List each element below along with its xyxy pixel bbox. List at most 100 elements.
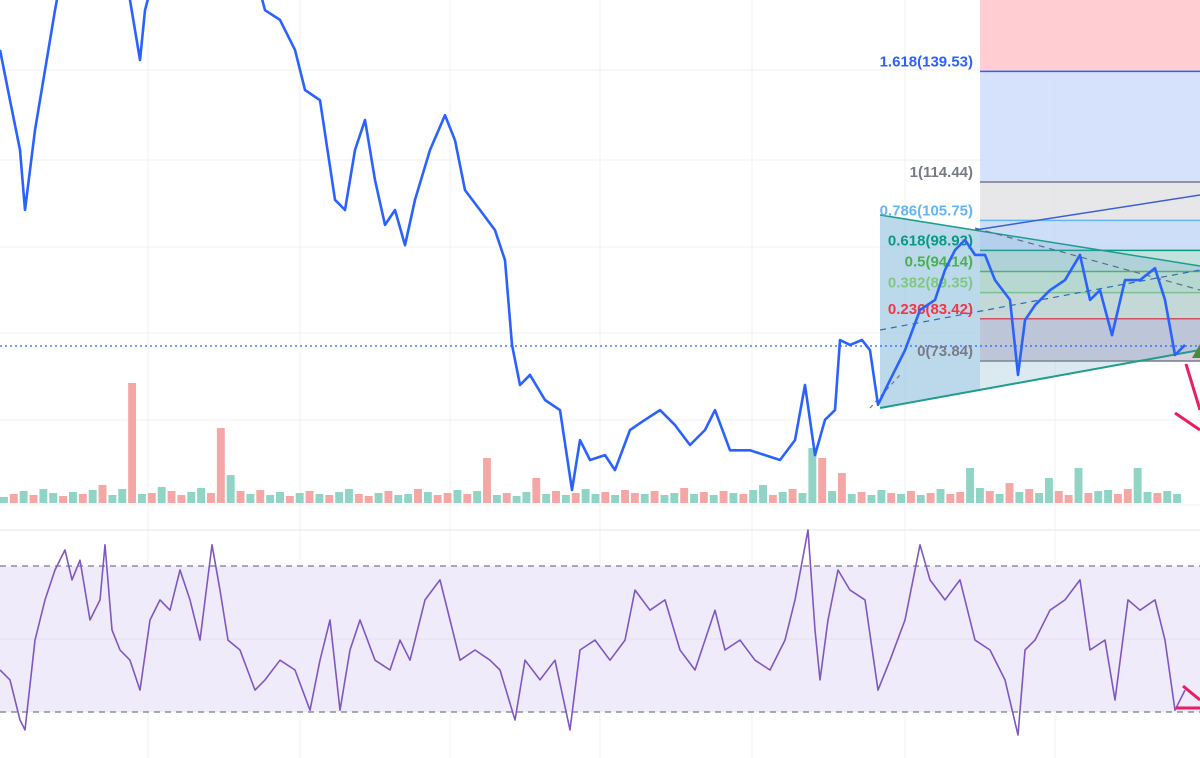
volume-bar (295, 493, 304, 503)
rsi-line (0, 529, 1186, 736)
volume-bar (147, 493, 156, 503)
volume-bar (739, 494, 748, 503)
volume-bar (768, 495, 777, 503)
volume-bar (897, 494, 905, 503)
volume-bar (197, 488, 206, 503)
volume-bar (640, 494, 649, 503)
fib-level-label: 1(114.44) (910, 164, 973, 181)
down-arrow-line (1184, 363, 1200, 411)
volume-bar (621, 490, 629, 503)
volume-bar (1025, 489, 1034, 503)
volume-bar (98, 485, 107, 503)
volume-bar (374, 493, 383, 503)
price-line (0, 0, 1186, 492)
volume-bar (502, 493, 511, 503)
fib-level-label: 0.236(83.42) (888, 301, 973, 318)
volume-bar (423, 492, 432, 503)
volume-bar (966, 468, 975, 503)
volume-bar (118, 489, 127, 503)
volume-bar (492, 495, 501, 503)
inner-dashed-line[interactable] (974, 227, 1200, 291)
volume-bar (1123, 489, 1132, 503)
pattern-fill (880, 215, 980, 408)
fib-level-label: 0.382(89.35) (888, 275, 973, 292)
price-series (0, 0, 1186, 492)
fibonacci-extension[interactable] (980, 0, 1200, 362)
arrow-head (1174, 411, 1200, 432)
volume-bar (384, 491, 393, 503)
volume-bar (187, 492, 196, 503)
volume-bar (837, 473, 846, 503)
volume-bar (207, 493, 215, 503)
fib-level-label: 1.618(139.53) (880, 53, 973, 70)
volume-bar (315, 494, 324, 503)
volume-bar (276, 492, 284, 503)
volume-bar (916, 495, 925, 503)
volume-bar (1064, 495, 1073, 503)
volume-bar (759, 485, 767, 503)
volume-bar (699, 492, 708, 503)
volume-bar (719, 491, 728, 503)
volume-bar (808, 448, 817, 503)
volume-bar (305, 491, 314, 503)
volume-bar (177, 495, 186, 503)
volume-bar (788, 489, 797, 503)
volume-bar (867, 495, 876, 503)
lower-trendline[interactable] (879, 349, 1200, 409)
volume-bar (936, 489, 945, 503)
arrow-drawing[interactable] (1174, 344, 1200, 710)
volume-bar (877, 490, 886, 503)
volume-bar (1084, 493, 1093, 503)
volume-bar (483, 458, 491, 503)
volume-bar (906, 491, 915, 503)
volume-bars (0, 383, 1182, 503)
fib-zone (980, 182, 1200, 221)
volume-bar (690, 494, 698, 503)
volume-bar (78, 494, 87, 503)
volume-bar (1113, 494, 1122, 503)
volume-bar (650, 491, 659, 503)
volume-bar (157, 487, 166, 503)
volume-bar (571, 493, 580, 503)
volume-bar (512, 496, 521, 503)
volume-bar (1143, 492, 1152, 503)
volume-bar (463, 494, 472, 503)
volume-bar (59, 496, 68, 503)
volume-bar (285, 496, 294, 503)
volume-bar (49, 493, 58, 503)
volume-bar (108, 495, 117, 503)
volume-bar (226, 475, 235, 503)
volume-bar (1005, 483, 1014, 503)
volume-bar (453, 490, 462, 503)
pattern-fill-right (980, 231, 1200, 391)
volume-bar (236, 491, 245, 503)
volume-bar (88, 490, 97, 503)
volume-bar (995, 494, 1004, 503)
volume-bar (611, 495, 620, 503)
volume-bar (1153, 493, 1162, 503)
fib-zone (980, 250, 1200, 272)
triangle-pattern-drawing[interactable] (869, 194, 1200, 409)
volume-bar (601, 492, 610, 503)
volume-bar (345, 489, 353, 503)
fib-level-label: 0.618(98.93) (888, 232, 973, 249)
volume-bar (552, 491, 560, 503)
volume-bar (364, 496, 373, 503)
blue-trendline[interactable] (974, 194, 1200, 231)
volume-bar (778, 492, 787, 503)
fib-zone (980, 0, 1200, 72)
volume-bar (394, 495, 403, 503)
volume-bar (354, 494, 363, 503)
upper-trendline[interactable] (879, 214, 1200, 267)
volume-bar (414, 489, 422, 503)
volume-bar (9, 494, 18, 503)
volume-bar (581, 489, 590, 503)
volume-bar (1035, 493, 1044, 503)
fib-level-label: 0(73.84) (917, 343, 973, 360)
volume-bar (818, 458, 827, 503)
volume-bar (473, 491, 482, 503)
volume-bar (128, 383, 137, 503)
fib-zone (980, 220, 1200, 251)
